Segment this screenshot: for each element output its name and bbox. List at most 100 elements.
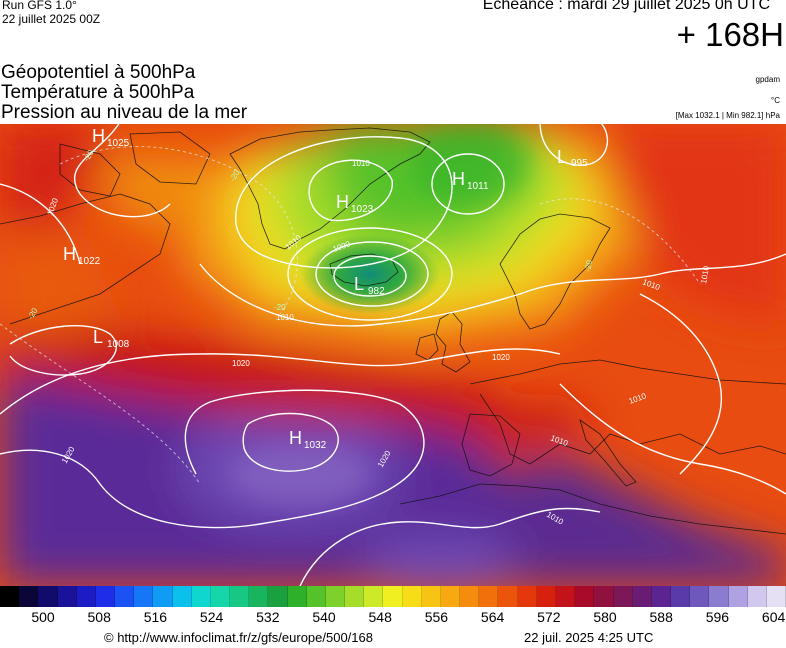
colorbar-swatch — [210, 586, 231, 607]
pressure-center-value: 982 — [368, 286, 385, 297]
isobar-label: 1020 — [492, 353, 510, 362]
colorbar-swatch — [249, 586, 269, 607]
colorbar-swatch — [613, 586, 633, 607]
colorbar-swatch — [115, 586, 135, 607]
colorbar-swatch — [651, 586, 672, 607]
colorbar-tick-label: 580 — [593, 609, 617, 625]
field-title-pressure: Pression au niveau de la mer — [1, 102, 248, 123]
forecast-valid-time: Echéance : mardi 29 juillet 2025 0h UTC — [482, 0, 770, 13]
pressure-range-label: [Max 1032.1 | Min 982.1] hPa — [675, 111, 780, 120]
field-title-temperature: Température à 500hPa — [1, 82, 195, 103]
ireland-coast — [415, 333, 439, 361]
colorbar-swatch — [95, 586, 116, 607]
pressure-center-letter: L — [557, 147, 567, 167]
colorbar-swatch — [287, 586, 307, 607]
colorbar-swatch — [479, 586, 499, 607]
pressure-center-value: 1025 — [107, 138, 130, 149]
colorbar-tick-label: 564 — [480, 609, 505, 625]
colorbar-swatch — [594, 586, 614, 607]
italy-coast — [579, 419, 637, 487]
colorbar-swatch — [134, 586, 154, 607]
iberia-coast — [461, 413, 521, 477]
forecast-horizon: + 168H — [676, 16, 784, 53]
colorbar-swatch — [153, 586, 173, 607]
colorbar-tick-label: 508 — [87, 609, 111, 625]
colorbar-swatch — [345, 586, 365, 607]
pressure-center-letter: H — [92, 126, 105, 146]
colorbar-swatch — [440, 586, 461, 607]
colorbar-tick-label: 516 — [143, 609, 168, 625]
pressure-center-value: 1011 — [467, 181, 489, 192]
colorbar-swatch — [19, 586, 39, 607]
colorbar-tick-label: 540 — [312, 609, 336, 625]
colorbar-swatch — [38, 586, 58, 607]
pressure-center-letter: H — [63, 244, 76, 264]
colorbar-swatch — [728, 586, 748, 607]
map-canvas: H 1025 H 1022 L 1008 H 1023 H 1011 L 995… — [0, 124, 786, 586]
colorbar-tick-label: 604 — [761, 609, 786, 625]
run-model-label: Run GFS 1.0° — [2, 0, 77, 12]
colorbar-swatch — [555, 586, 576, 607]
colorbar-swatch — [690, 586, 710, 607]
greenland-coast — [229, 127, 431, 250]
pressure-center-letter: H — [289, 428, 302, 448]
colorbar-swatch — [268, 586, 288, 607]
colorbar-labels: 500 508 516 524 532 540 548 556 564 572 580 588 596 6… — [0, 609, 786, 629]
colorbar-tick-label: 524 — [199, 609, 224, 625]
colorbar-swatch — [402, 586, 422, 607]
isobar-label: 1010 — [276, 313, 294, 322]
colorbar-tick-label: 500 — [31, 609, 55, 625]
baffin-coast — [129, 131, 211, 185]
colorbar-swatch — [230, 586, 250, 607]
hudson-coast — [59, 143, 121, 197]
pressure-center-letter: L — [93, 327, 103, 347]
africa-coast — [399, 483, 786, 535]
unit-temperature: °C — [771, 96, 780, 105]
colorbar-swatch — [671, 586, 691, 607]
colorbar-tick-label: 532 — [256, 609, 280, 625]
colorbar-swatch — [460, 586, 480, 607]
colorbar-swatch — [76, 586, 96, 607]
pressure-center-value: 995 — [571, 158, 588, 169]
canada-coast — [0, 193, 171, 325]
colorbar-swatch — [709, 586, 729, 607]
isobar-label: 1010 — [699, 265, 711, 285]
isotherms — [0, 146, 701, 485]
colorbar-tick-label: 556 — [424, 609, 449, 625]
colorbar-swatch — [536, 586, 556, 607]
colorbar-swatch — [306, 586, 326, 607]
colorbar-swatch — [383, 586, 403, 607]
geopotential-field — [0, 124, 786, 586]
coastlines — [0, 127, 786, 535]
colorbar-swatch — [632, 586, 652, 607]
colorbar-swatch — [57, 586, 77, 607]
pressure-center-value: 1023 — [351, 204, 374, 215]
colorbar-swatch — [766, 586, 786, 607]
pressure-center-letter: L — [354, 274, 364, 294]
field-title-geopotential: Géopotentiel à 500hPa — [1, 62, 196, 83]
colorbar-swatch — [517, 586, 537, 607]
isotherm-label: -20 — [583, 259, 594, 272]
colorbar-swatch — [172, 586, 192, 607]
scandinavia-coast — [499, 213, 611, 330]
colorbar-swatch — [364, 586, 384, 607]
pressure-center-letter: H — [452, 169, 465, 189]
pressure-center-value: 1008 — [107, 339, 130, 350]
colorbar-swatch — [191, 586, 211, 607]
colorbar-tick-label: 548 — [368, 609, 392, 625]
iceland-coast — [329, 253, 399, 287]
weather-map: H 1025 H 1022 L 1008 H 1023 H 1011 L 995… — [0, 124, 786, 586]
pressure-center-value: 1032 — [304, 440, 327, 451]
isobar-label: 1020 — [232, 359, 250, 368]
colorbar-swatch — [325, 586, 346, 607]
colorbar-swatch — [747, 586, 767, 607]
colorbar — [0, 586, 786, 607]
colorbar-swatch — [421, 586, 441, 607]
colorbar-swatch — [575, 586, 595, 607]
uk-coast — [435, 311, 471, 373]
run-date-label: 22 juillet 2025 00Z — [2, 12, 101, 26]
pressure-centers: H 1025 H 1022 L 1008 H 1023 H 1011 L 995… — [63, 126, 588, 451]
credit-url: © http://www.infoclimat.fr/z/gfs/europe/… — [104, 630, 373, 645]
colorbar-tick-label: 572 — [537, 609, 561, 625]
unit-geopotential: gpdam — [755, 75, 780, 84]
